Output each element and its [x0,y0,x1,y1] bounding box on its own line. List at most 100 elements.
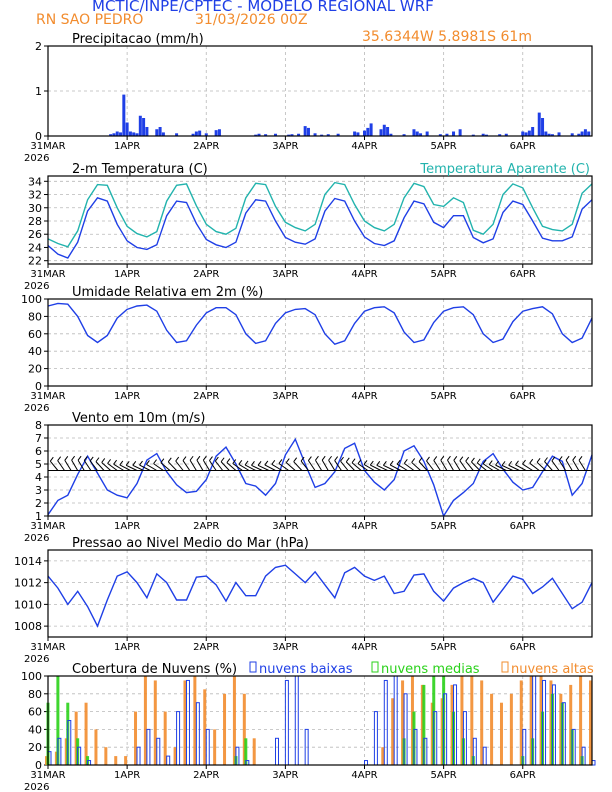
wind-barb [160,462,171,471]
series-line-pressao [47,564,593,628]
y-tick-label: 34 [28,175,42,188]
wind-barb-flag [363,460,368,465]
cloud-bar-nuvens-medias [56,676,60,765]
wind-barb-flag [113,459,118,465]
cloud-bar-nuvens-altas [391,698,395,765]
y-tick-label: 6 [35,445,42,458]
cloud-bar-nuvens-altas [163,711,167,765]
wind-barb-flag [167,457,172,463]
x-tick-label: 31MAR [30,141,65,152]
precip-bar [577,133,581,136]
precip-bar [445,133,449,136]
precip-bar [158,127,162,136]
wind-barb [95,461,105,471]
cloud-bar-nuvens-altas [252,738,256,765]
precip-bar [273,133,277,136]
precip-bar [369,123,373,136]
x-tick-label: 4APR [351,391,377,402]
wind-barb-flag [95,457,100,462]
y-tick-label: 22 [28,255,42,268]
y-tick-label: 5 [35,458,42,471]
wind-barb [209,460,217,471]
wind-barb [196,459,204,471]
init-time: 31/03/2026 00Z [195,12,308,28]
precip-bar [452,131,456,136]
cloud-bar-nuvens-altas [84,702,88,765]
wind-barb-flag [447,455,451,461]
precip-bar [366,127,370,136]
x-tick-label: 31MAR [30,770,65,781]
precip-bar [326,134,330,136]
wind-barb [558,460,567,471]
wind-barb [376,464,388,471]
precip-bar [521,131,525,136]
cloud-bar-nuvens-baixas [195,702,200,766]
wind-barb [214,460,224,471]
wind-barb [411,462,421,471]
precip-bar [336,133,340,136]
wind-barb [476,462,487,471]
precip-bar [438,134,442,136]
wind-barb-flag [515,460,519,466]
precip-bar [541,118,545,136]
wind-barb [426,460,435,471]
precip-bar [527,130,531,136]
wind-barb [89,460,98,471]
wind-barb-flag [139,460,143,466]
wind-barb [321,459,329,471]
precip-bar [419,133,423,136]
precip-bar [204,133,208,136]
wind-barb-flag [544,457,548,462]
precip-bar [132,132,136,136]
wind-barb-flag [232,459,237,464]
y-tick-label: 20 [28,741,42,754]
wind-barb-flag [411,458,416,463]
wind-barb-flag [64,455,69,461]
wind-barb [501,464,514,471]
wind-barb-flag [334,456,339,461]
wind-barb-flag [345,457,350,463]
x-tick-label: 4APR [351,521,377,532]
wind-barb [271,463,283,471]
wind-barb [447,459,454,471]
panel-title-secondary: Temperatura Aparente (C) [419,162,590,177]
wind-barb-flag [440,455,445,461]
cloud-bar-nuvens-baixas [176,711,181,766]
wind-barb [107,462,118,471]
x-tick-label: 4APR [351,770,377,781]
wind-barb-flag [482,459,487,465]
wind-barb-flag [89,456,94,462]
precip-bar [198,130,202,136]
y-tick-label: 32 [28,189,42,202]
wind-barb-flag [83,456,88,461]
wind-barb [113,463,125,471]
cloud-bar-nuvens-altas [381,747,385,765]
x-tick-label: 5APR [431,269,457,280]
precip-bar [382,124,386,136]
legend-swatch [249,661,257,673]
precip-bar [570,133,574,136]
cloud-bar-nuvens-baixas [393,675,398,766]
wind-barb-flag [189,455,194,461]
cloud-bar-nuvens-altas [114,756,118,765]
cloud-bar-nuvens-baixas [482,746,487,766]
wind-barb-flag [476,458,481,464]
wind-barb [293,461,303,471]
wind-barb [565,459,573,471]
wind-barb-flag [285,458,290,463]
wind-barb [153,463,164,471]
y-tick-label: 40 [28,345,42,358]
wind-barb [572,459,580,471]
x-tick-label: 6APR [510,521,536,532]
x-year-label: 2026 [24,281,49,292]
precip-bar [297,133,301,136]
cloud-bar-nuvens-altas [203,689,207,765]
panel-frame [47,298,593,387]
y-tick-label: 1 [35,510,42,523]
x-year-label: 2026 [24,782,49,792]
legend-swatch [501,661,509,673]
precip-bar [363,130,367,136]
panel-frame [47,45,593,137]
x-tick-label: 5APR [431,141,457,152]
panel-title: Pressao ao Nivel Medio do Mar (hPa) [72,536,309,551]
